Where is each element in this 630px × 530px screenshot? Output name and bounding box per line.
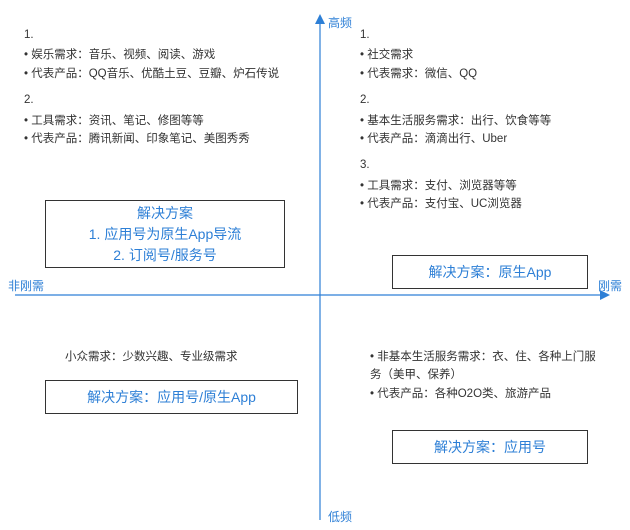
- axis-label-top: 高频: [328, 14, 352, 31]
- solution-box-top-right: 解决方案：原生App: [392, 255, 588, 289]
- tr-b1-title: 1.: [360, 26, 600, 44]
- solution-box-bottom-left: 解决方案：应用号/原生App: [45, 380, 298, 414]
- tr-b1-l2: 代表需求：微信、QQ: [360, 65, 600, 83]
- br-l1: 非基本生活服务需求：衣、住、各种上门服务（美甲、保养）: [370, 348, 600, 385]
- tl-b2-title: 2.: [24, 91, 314, 109]
- tl-b2-l1: 工具需求：资讯、笔记、修图等等: [24, 112, 314, 130]
- quadrant-bottom-right: 非基本生活服务需求：衣、住、各种上门服务（美甲、保养） 代表产品：各种O2O类、…: [370, 348, 600, 403]
- br-l2: 代表产品：各种O2O类、旅游产品: [370, 385, 600, 403]
- solution-box-top-left: 解决方案 1. 应用号为原生App导流 2. 订阅号/服务号: [45, 200, 285, 268]
- tr-b3-title: 3.: [360, 156, 600, 174]
- axis-label-bottom: 低频: [328, 508, 352, 525]
- tl-b2-l2: 代表产品：腾讯新闻、印象笔记、美图秀秀: [24, 130, 314, 148]
- tr-b2-l2: 代表产品：滴滴出行、Uber: [360, 130, 600, 148]
- tr-b1-l1: 社交需求: [360, 46, 600, 64]
- tr-sol-l1: 解决方案：原生App: [429, 262, 552, 283]
- tl-sol-l3: 2. 订阅号/服务号: [113, 245, 216, 266]
- tl-b1-l2: 代表产品：QQ音乐、优酷土豆、豆瓣、炉石传说: [24, 65, 314, 83]
- tr-b2-title: 2.: [360, 91, 600, 109]
- tr-b2-l1: 基本生活服务需求：出行、饮食等等: [360, 112, 600, 130]
- solution-box-bottom-right: 解决方案：应用号: [392, 430, 588, 464]
- quadrant-top-right: 1. 社交需求 代表需求：微信、QQ 2. 基本生活服务需求：出行、饮食等等 代…: [360, 26, 600, 214]
- br-sol-l1: 解决方案：应用号: [434, 437, 546, 458]
- tl-sol-l2: 1. 应用号为原生App导流: [89, 224, 241, 245]
- quadrant-top-left: 1. 娱乐需求：音乐、视频、阅读、游戏 代表产品：QQ音乐、优酷土豆、豆瓣、炉石…: [24, 26, 314, 148]
- bl-text1: 小众需求：少数兴趣、专业级需求: [65, 348, 305, 366]
- bl-sol-l1: 解决方案：应用号/原生App: [87, 387, 256, 408]
- tl-sol-l1: 解决方案: [137, 203, 193, 224]
- axis-label-left: 非刚需: [8, 277, 44, 294]
- tr-b3-l1: 工具需求：支付、浏览器等等: [360, 177, 600, 195]
- tl-b1-l1: 娱乐需求：音乐、视频、阅读、游戏: [24, 46, 314, 64]
- quadrant-bottom-left: 小众需求：少数兴趣、专业级需求: [65, 348, 305, 366]
- tl-b1-title: 1.: [24, 26, 314, 44]
- tr-b3-l2: 代表产品：支付宝、UC浏览器: [360, 195, 600, 213]
- axis-label-right: 刚需: [598, 277, 622, 294]
